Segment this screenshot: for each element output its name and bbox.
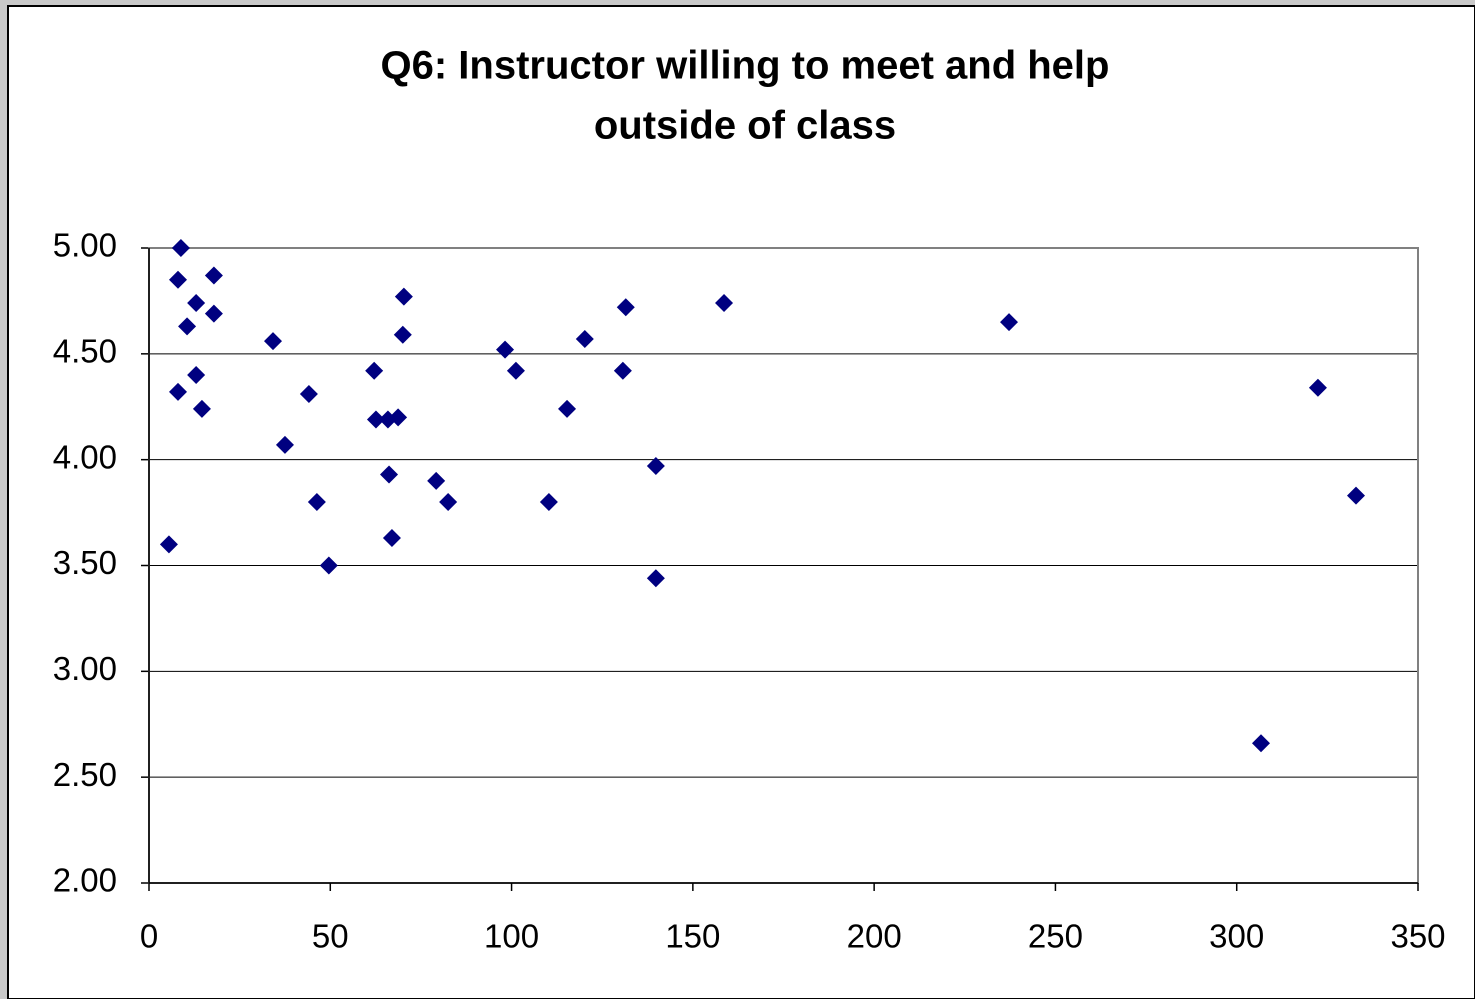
point bbox=[171, 239, 190, 257]
x-tick-label: 300 bbox=[1209, 918, 1264, 955]
x-tick-label: 0 bbox=[140, 918, 158, 955]
point bbox=[204, 266, 223, 285]
chart-title: Q6: Instructor willing to meet and help bbox=[381, 44, 1110, 88]
y-tick-label: 2.00 bbox=[53, 862, 117, 899]
point bbox=[389, 408, 408, 427]
point bbox=[575, 330, 594, 349]
point bbox=[380, 465, 399, 484]
point bbox=[366, 410, 385, 429]
point bbox=[393, 325, 412, 344]
chart-title: outside of class bbox=[594, 104, 896, 148]
x-tick-label: 100 bbox=[484, 918, 539, 955]
point bbox=[178, 317, 197, 336]
point bbox=[496, 340, 515, 359]
point bbox=[169, 270, 188, 289]
point bbox=[715, 294, 734, 313]
point bbox=[187, 294, 206, 313]
x-tick-label: 150 bbox=[665, 918, 720, 955]
point bbox=[1308, 378, 1327, 397]
point bbox=[427, 471, 446, 490]
point bbox=[613, 361, 632, 380]
point bbox=[539, 493, 558, 511]
y-tick-label: 4.00 bbox=[53, 438, 117, 475]
y-tick-label: 5.00 bbox=[53, 227, 117, 264]
y-tick-label: 3.00 bbox=[53, 650, 117, 687]
point bbox=[204, 304, 223, 323]
point bbox=[506, 361, 525, 380]
point bbox=[439, 493, 458, 511]
x-tick-label: 50 bbox=[312, 918, 349, 955]
point bbox=[646, 457, 665, 476]
point bbox=[187, 366, 206, 384]
x-tick-label: 350 bbox=[1390, 918, 1445, 955]
point bbox=[1000, 313, 1019, 332]
point bbox=[319, 556, 338, 575]
point bbox=[394, 287, 413, 306]
y-tick-label: 2.50 bbox=[53, 756, 117, 793]
point bbox=[275, 435, 294, 454]
point bbox=[159, 535, 178, 554]
point bbox=[263, 332, 282, 351]
point bbox=[616, 298, 635, 317]
point bbox=[382, 528, 401, 547]
point bbox=[365, 361, 384, 380]
point bbox=[1252, 734, 1271, 753]
point bbox=[169, 382, 188, 401]
point bbox=[1347, 486, 1366, 505]
point bbox=[299, 385, 318, 404]
point bbox=[307, 493, 326, 511]
point bbox=[646, 569, 665, 588]
y-tick-label: 4.50 bbox=[53, 333, 117, 370]
point bbox=[192, 399, 211, 418]
chart-area bbox=[7, 5, 1475, 999]
x-tick-label: 250 bbox=[1028, 918, 1083, 955]
x-tick-label: 200 bbox=[847, 918, 902, 955]
point bbox=[558, 399, 577, 418]
y-tick-label: 3.50 bbox=[53, 544, 117, 581]
